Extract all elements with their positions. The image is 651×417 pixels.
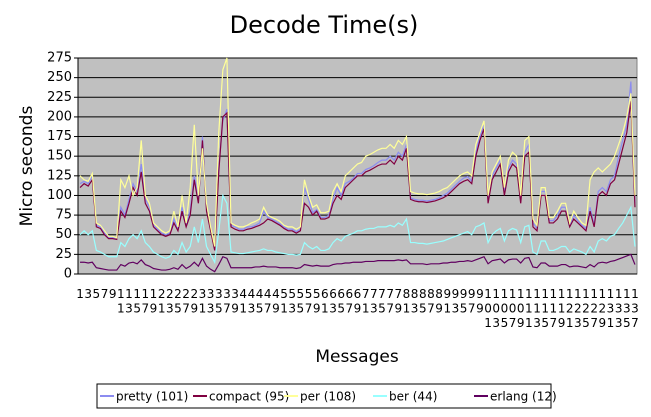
y-tick-label: 0 — [64, 267, 72, 282]
legend-label: erlang (12) — [490, 390, 557, 404]
y-axis-title: Micro seconds — [17, 106, 37, 227]
y-tick-label: 75 — [55, 208, 72, 223]
series-line — [79, 57, 636, 247]
legend-label: compact (95) — [209, 390, 289, 404]
x-tick-label: 7 — [101, 287, 109, 301]
y-tick-label: 200 — [47, 109, 72, 124]
chart-title: Decode Time(s) — [230, 11, 419, 39]
plot-area — [77, 57, 638, 275]
x-tick-label: 1 — [76, 287, 84, 301]
y-tick-label: 250 — [47, 70, 72, 85]
legend-label: per (108) — [300, 390, 356, 404]
x-tick-label: 5 — [93, 287, 101, 301]
series-line — [79, 101, 636, 251]
y-tick-label: 275 — [47, 51, 72, 66]
y-tick-label: 150 — [47, 149, 72, 164]
y-tick-label: 50 — [55, 227, 72, 242]
y-tick-label: 25 — [55, 247, 72, 262]
legend-label: pretty (101) — [116, 390, 188, 404]
x-tick-label: 9 — [109, 287, 117, 301]
y-tick-label: 225 — [47, 90, 72, 105]
y-tick-label: 125 — [47, 168, 72, 183]
y-tick-label: 175 — [47, 129, 72, 144]
series-line — [79, 193, 636, 265]
y-tick-label: 100 — [47, 188, 72, 203]
x-tick-label: 3 — [84, 287, 92, 301]
x-axis-title: Messages — [315, 347, 399, 367]
series-line — [80, 253, 636, 273]
series-line — [79, 81, 636, 249]
legend-label: ber (44) — [389, 390, 437, 404]
